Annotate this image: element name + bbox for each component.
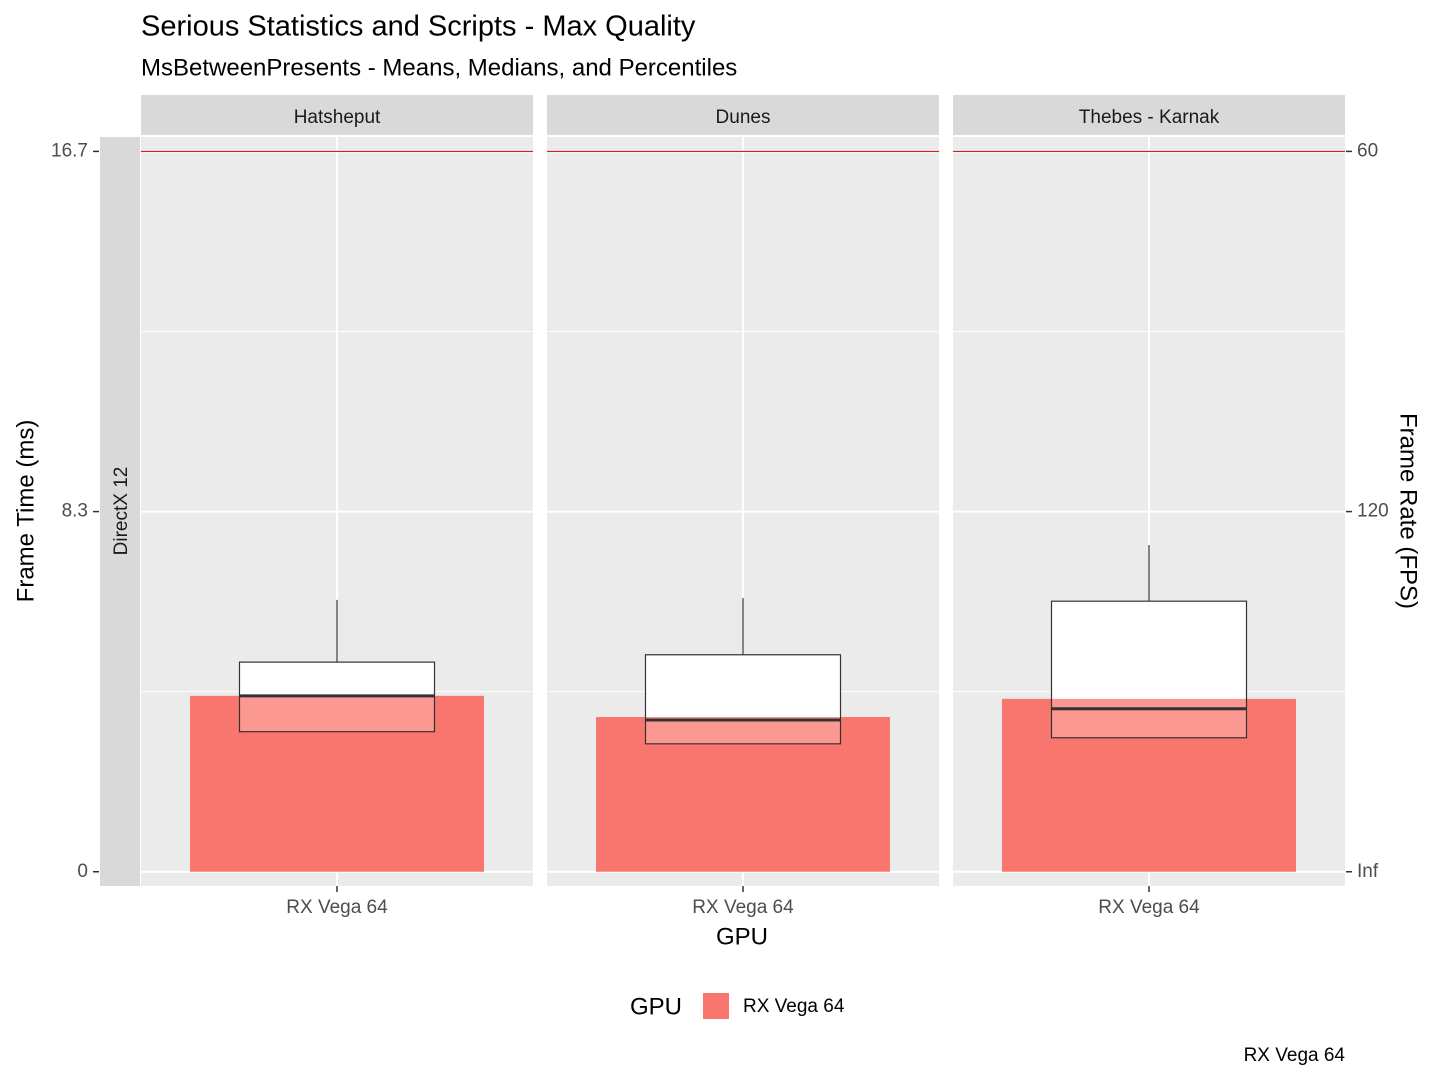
- x-axis-title: GPU: [716, 923, 768, 950]
- chart-title: Serious Statistics and Scripts - Max Qua…: [141, 11, 696, 43]
- panel-title: Hatsheput: [294, 107, 381, 128]
- panel-strip: [547, 95, 939, 135]
- y-axis-title: Frame Time (ms): [12, 420, 39, 603]
- y-tick-label: 0: [77, 861, 88, 882]
- y2-tick-label: 120: [1357, 501, 1389, 522]
- x-tick-label: RX Vega 64: [692, 897, 794, 918]
- y2-tick-label: Inf: [1357, 861, 1379, 882]
- y-tick-label: 16.7: [51, 140, 88, 161]
- x-tick-label: RX Vega 64: [1098, 897, 1200, 918]
- box-outline: [1050, 600, 1248, 739]
- row-strip-label: DirectX 12: [111, 467, 132, 556]
- box-outline: [644, 654, 842, 745]
- panel-strip: [953, 95, 1345, 135]
- x-tick-label: RX Vega 64: [286, 897, 388, 918]
- y2-axis-title: Frame Rate (FPS): [1395, 413, 1422, 609]
- row-strip: [100, 137, 140, 886]
- caption: RX Vega 64: [1244, 1045, 1346, 1066]
- chart-subtitle: MsBetweenPresents - Means, Medians, and …: [141, 54, 737, 81]
- legend-swatch: [703, 993, 729, 1019]
- y-tick-label: 8.3: [62, 501, 88, 522]
- panel-strip: [141, 95, 533, 135]
- panel-title: Thebes - Karnak: [1079, 107, 1220, 128]
- legend-label: RX Vega 64: [743, 996, 845, 1017]
- legend-title: GPU: [630, 993, 682, 1020]
- y2-tick-label: 60: [1357, 140, 1378, 161]
- panel-title: Dunes: [716, 107, 771, 128]
